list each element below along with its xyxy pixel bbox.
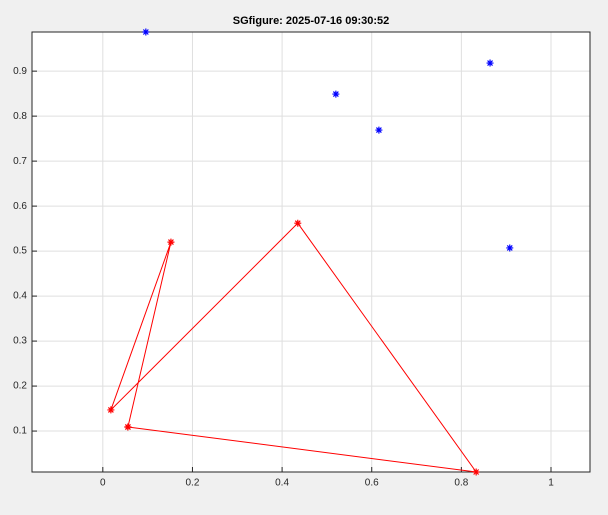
marker <box>472 468 480 476</box>
y-tick-label: 0.7 <box>13 156 27 167</box>
y-tick-label: 0.4 <box>13 291 27 302</box>
marker <box>332 90 340 98</box>
y-tick-label: 0.1 <box>13 426 27 437</box>
x-tick-label: 1 <box>548 478 554 489</box>
marker <box>142 28 150 36</box>
y-tick-label: 0.3 <box>13 336 27 347</box>
chart-title: SGfigure: 2025-07-16 09:30:52 <box>233 15 390 27</box>
axes-box <box>31 31 591 473</box>
x-tick-label: 0.8 <box>454 478 468 489</box>
axes-background <box>32 32 590 472</box>
x-tick-label: 0 <box>100 478 106 489</box>
marker <box>294 219 302 227</box>
marker <box>506 244 514 252</box>
x-tick-label: 0.4 <box>275 478 289 489</box>
marker <box>375 126 383 134</box>
y-tick-label: 0.8 <box>13 111 27 122</box>
x-tick-label: 0.6 <box>365 478 379 489</box>
x-tick-label: 0.2 <box>185 478 199 489</box>
marker <box>124 423 132 431</box>
series-line <box>110 222 478 473</box>
y-tick-label: 0.9 <box>13 66 27 77</box>
y-tick-label: 0.2 <box>13 381 27 392</box>
marker <box>167 238 175 246</box>
marker <box>486 59 494 67</box>
marker <box>107 406 115 414</box>
y-tick-label: 0.6 <box>13 201 27 212</box>
y-tick-label: 0.5 <box>13 246 27 257</box>
